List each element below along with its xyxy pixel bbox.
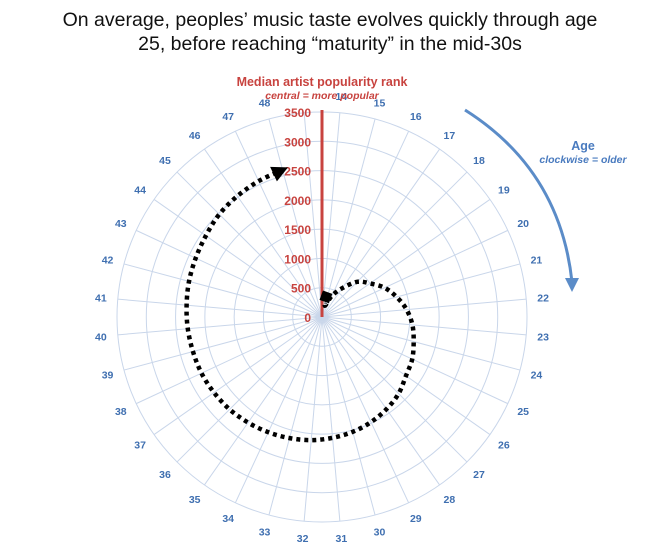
age-tick-label: 16: [410, 111, 422, 123]
grid-spoke: [321, 316, 509, 405]
grid-spoke: [135, 316, 323, 405]
age-tick-label: 21: [531, 255, 543, 267]
age-tick-label: 38: [115, 406, 127, 418]
age-tick-label: 42: [102, 255, 114, 267]
age-tick-label: 45: [159, 155, 171, 167]
grid-spoke: [321, 118, 376, 318]
age-tick-label: 26: [498, 439, 510, 451]
grid-spoke: [321, 316, 521, 371]
grid-spoke: [117, 316, 323, 336]
radial-tick-label: 500: [291, 282, 311, 296]
age-tick-label: 31: [336, 533, 348, 545]
radial-tick-label: 3000: [284, 135, 311, 149]
series-end-arrow: [270, 166, 288, 182]
grid-spoke: [321, 316, 468, 463]
series-layer: [184, 166, 416, 443]
age-tick-label: 40: [95, 331, 107, 343]
grid-spoke: [268, 316, 323, 516]
grid-spoke: [234, 316, 323, 504]
radial-axis-subtitle: central = more popular: [265, 90, 379, 102]
age-tick-label: 44: [134, 185, 146, 197]
chart-title-line-1: On average, peoples’ music taste evolves…: [62, 9, 598, 31]
grid-spoke: [153, 199, 323, 318]
radial-tick-label: 2000: [284, 194, 311, 208]
age-tick-label: 47: [222, 111, 234, 123]
age-tick-label: 46: [189, 130, 201, 142]
grid-spoke: [117, 298, 323, 318]
age-tick-labels: 14 15 16 17 18 19 20 21 22 23 24 25 26 27 28 29 30 31 32 33…: [95, 91, 549, 545]
grid-spoke: [176, 171, 323, 318]
grid-spoke: [176, 316, 323, 463]
chart-title-line-2: 25, before reaching “maturity” in the mi…: [138, 33, 522, 55]
age-tick-label: 27: [473, 469, 485, 481]
grid-spoke: [268, 118, 323, 318]
grid-spoke: [204, 148, 323, 318]
grid-spoke: [123, 263, 323, 318]
grid-spoke: [321, 229, 509, 318]
grid-spoke: [321, 148, 440, 318]
grid-spoke: [321, 171, 468, 318]
age-tick-label: 25: [517, 406, 529, 418]
grid-spoke: [303, 316, 323, 522]
grid-spoke: [321, 316, 440, 486]
grid-spoke: [321, 316, 410, 504]
age-tick-label: 39: [102, 369, 114, 381]
radial-tick-label: 3500: [284, 106, 311, 120]
radial-axis-title: Median artist popularity rank: [237, 75, 408, 89]
age-direction-arrow: [464, 108, 574, 283]
grid-spoke: [123, 316, 323, 371]
grid-spoke: [135, 229, 323, 318]
series-line: [184, 167, 416, 443]
age-arrow-head: [565, 278, 579, 292]
radial-tick-label: 1000: [284, 252, 311, 266]
series-start-marker: [319, 290, 333, 304]
grid-spoke: [321, 199, 491, 318]
grid-spoke: [153, 316, 323, 435]
age-tick-label: 33: [259, 526, 271, 538]
grid-spoke: [321, 130, 410, 318]
radial-tick-labels: 0 500 1000 1500 2000 2500 3000 3500: [284, 106, 311, 325]
grid-spoke: [303, 112, 323, 318]
radial-tick-label: 2500: [284, 165, 311, 179]
age-tick-label: 37: [134, 439, 146, 451]
grid-spoke: [321, 298, 527, 318]
age-tick-label: 18: [473, 155, 485, 167]
age-tick-label: 15: [374, 98, 386, 110]
age-tick-label: 28: [443, 494, 455, 506]
age-tick-label: 30: [374, 526, 386, 538]
age-tick-label: 48: [259, 98, 271, 110]
age-axis-subtitle: clockwise = older: [539, 154, 627, 166]
grid-spoke: [321, 316, 527, 336]
age-tick-label: 32: [297, 533, 309, 545]
grid-spoke: [204, 316, 323, 486]
grid-spoke: [321, 316, 341, 522]
age-axis-title: Age: [571, 139, 595, 153]
grid-spoke: [321, 263, 521, 318]
age-tick-label: 35: [189, 494, 201, 506]
age-tick-label: 24: [531, 369, 543, 381]
age-tick-label: 29: [410, 513, 422, 525]
polar-grid: [116, 111, 528, 523]
age-tick-label: 34: [222, 513, 234, 525]
age-tick-label: 19: [498, 185, 510, 197]
age-tick-label: 20: [517, 218, 529, 230]
age-tick-label: 22: [537, 293, 549, 305]
grid-spoke: [321, 316, 376, 516]
age-tick-label: 17: [443, 130, 455, 142]
age-tick-label: 14: [336, 91, 348, 103]
grid-spoke: [234, 130, 323, 318]
chart-title: On average, peoples’ music taste evolves…: [0, 8, 660, 56]
radial-tick-label: 1500: [284, 223, 311, 237]
radial-tick-label: 0: [304, 311, 311, 325]
grid-spoke: [321, 112, 341, 318]
age-tick-label: 36: [159, 469, 171, 481]
age-tick-label: 23: [537, 331, 549, 343]
age-tick-label: 41: [95, 293, 107, 305]
age-tick-label: 43: [115, 218, 127, 230]
